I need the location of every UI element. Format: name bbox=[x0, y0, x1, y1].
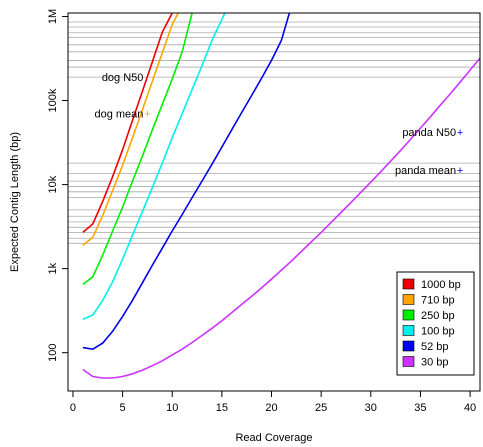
plot-frame bbox=[67, 12, 481, 392]
legend-swatch-1000-bp bbox=[402, 278, 415, 290]
legend-label-250-bp: 250 bp bbox=[421, 310, 455, 322]
y-tick-label-1k: 1k bbox=[47, 262, 59, 274]
x-tick-label-0: 0 bbox=[70, 402, 76, 414]
series-lines bbox=[82, 13, 480, 379]
annotation-dog-mean: dog mean bbox=[94, 109, 143, 121]
legend-label-100-bp: 100 bp bbox=[421, 326, 455, 338]
series-line-710-bp bbox=[82, 13, 179, 246]
series-line-100-bp bbox=[82, 13, 226, 320]
legend-swatch-30-bp bbox=[402, 356, 415, 367]
legend-label-710-bp: 710 bp bbox=[421, 295, 455, 307]
x-axis-title: Read Coverage bbox=[235, 432, 312, 444]
y-tick-label-100: 100 bbox=[47, 343, 59, 361]
x-tick-label-35: 35 bbox=[414, 402, 426, 414]
annotation-marker-dog-mean: + bbox=[144, 109, 150, 121]
x-tick-label-30: 30 bbox=[365, 402, 377, 414]
legend-label-52-bp: 52 bp bbox=[421, 341, 449, 353]
y-tick-label-10k: 10k bbox=[47, 175, 59, 193]
series-line-30-bp bbox=[82, 57, 480, 379]
series-line-52-bp bbox=[82, 13, 291, 351]
y-axis: 100 1k 10k 100k 1M bbox=[47, 9, 68, 362]
x-tick-label-5: 5 bbox=[120, 402, 126, 414]
annotation-marker-panda-N50: + bbox=[457, 127, 463, 139]
x-tick-label-20: 20 bbox=[265, 402, 277, 414]
legend-swatch-100-bp bbox=[402, 325, 415, 336]
y-tick-label-100k: 100k bbox=[47, 88, 59, 112]
annotation-dog-N50: dog N50 bbox=[102, 72, 144, 84]
series-line-250-bp bbox=[82, 13, 193, 286]
legend-swatch-710-bp bbox=[402, 294, 415, 305]
legend-label-1000-bp: 1000 bp bbox=[421, 279, 461, 291]
y-axis-title: Expected Contig Length (bp) bbox=[9, 132, 21, 272]
x-tick-label-40: 40 bbox=[464, 402, 476, 414]
legend-swatch-52-bp bbox=[402, 340, 415, 352]
legend-swatch-250-bp bbox=[402, 309, 415, 321]
y-tick-label-1M: 1M bbox=[47, 9, 59, 24]
legend: 1000 bp 710 bp 250 bp 100 bp 52 bp 30 bp bbox=[396, 271, 475, 376]
series-line-1000-bp bbox=[82, 13, 173, 234]
legend-label-30-bp: 30 bp bbox=[421, 357, 449, 369]
annotation-panda-N50: panda N50 bbox=[402, 127, 456, 139]
annotation-marker-panda-mean: + bbox=[457, 165, 463, 177]
x-tick-label-15: 15 bbox=[216, 402, 228, 414]
x-tick-label-10: 10 bbox=[166, 402, 178, 414]
annotation-panda-mean: panda mean bbox=[395, 165, 456, 177]
x-tick-label-25: 25 bbox=[315, 402, 327, 414]
grid-lines bbox=[68, 21, 480, 244]
x-axis: 0 5 10 15 20 25 30 35 40 bbox=[70, 391, 476, 414]
